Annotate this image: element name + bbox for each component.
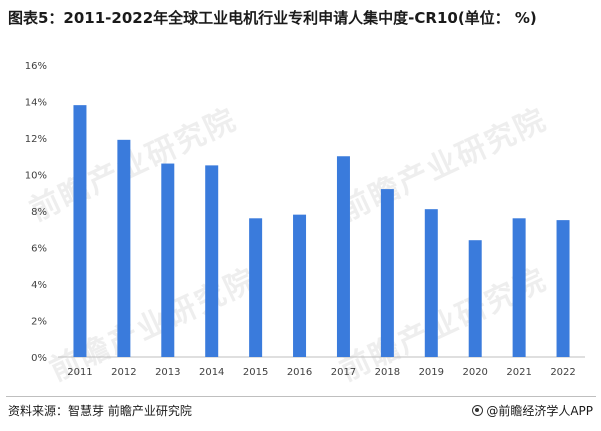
x-tick-label: 2021 <box>506 367 531 378</box>
bar <box>380 189 394 357</box>
y-tick-label: 14% <box>25 98 47 109</box>
brand-text: @前瞻经济学人APP <box>486 404 593 418</box>
source-text: 资料来源：智慧芽 前瞻产业研究院 <box>8 404 192 418</box>
y-tick-label: 8% <box>31 207 47 218</box>
bar <box>424 209 438 357</box>
y-tick-label: 10% <box>25 171 47 182</box>
x-tick-label: 2011 <box>67 367 92 378</box>
x-tick-label: 2013 <box>155 367 180 378</box>
bar <box>249 218 263 357</box>
qianzhan-logo-icon <box>472 405 484 416</box>
bar <box>117 139 131 357</box>
bar <box>73 105 87 358</box>
x-tick-label: 2018 <box>375 367 400 378</box>
bar <box>205 165 219 357</box>
x-tick-label: 2019 <box>419 367 444 378</box>
brand-credit: @前瞻经济学人APP <box>472 402 593 419</box>
y-tick-label: 4% <box>31 280 47 291</box>
bar <box>336 156 350 357</box>
bar <box>468 240 482 357</box>
y-tick-label: 6% <box>31 244 47 255</box>
bar-chart: 0% 2% 4% 6% 8% 10% 12% 14% 16% 2011 2012 2013 2014 20… <box>25 61 585 378</box>
y-tick-label: 12% <box>25 134 47 145</box>
bar <box>556 220 570 357</box>
x-tick-label: 2014 <box>199 367 224 378</box>
x-tick-label: 2016 <box>287 367 312 378</box>
x-tick-label: 2017 <box>331 367 356 378</box>
footer-divider <box>6 396 596 397</box>
chart-title: 图表5：2011-2022年全球工业电机行业专利申请人集中度-CR10(单位： … <box>8 9 537 27</box>
y-tick-label: 0% <box>31 353 47 364</box>
x-tick-label: 2022 <box>550 367 575 378</box>
x-tick-label: 2012 <box>111 367 136 378</box>
x-tick-label: 2015 <box>243 367 268 378</box>
y-tick-label: 2% <box>31 317 47 328</box>
y-tick-label: 16% <box>25 61 47 72</box>
bar <box>293 214 307 357</box>
bar <box>161 163 175 357</box>
x-tick-label: 2020 <box>462 367 487 378</box>
bar <box>512 218 526 357</box>
